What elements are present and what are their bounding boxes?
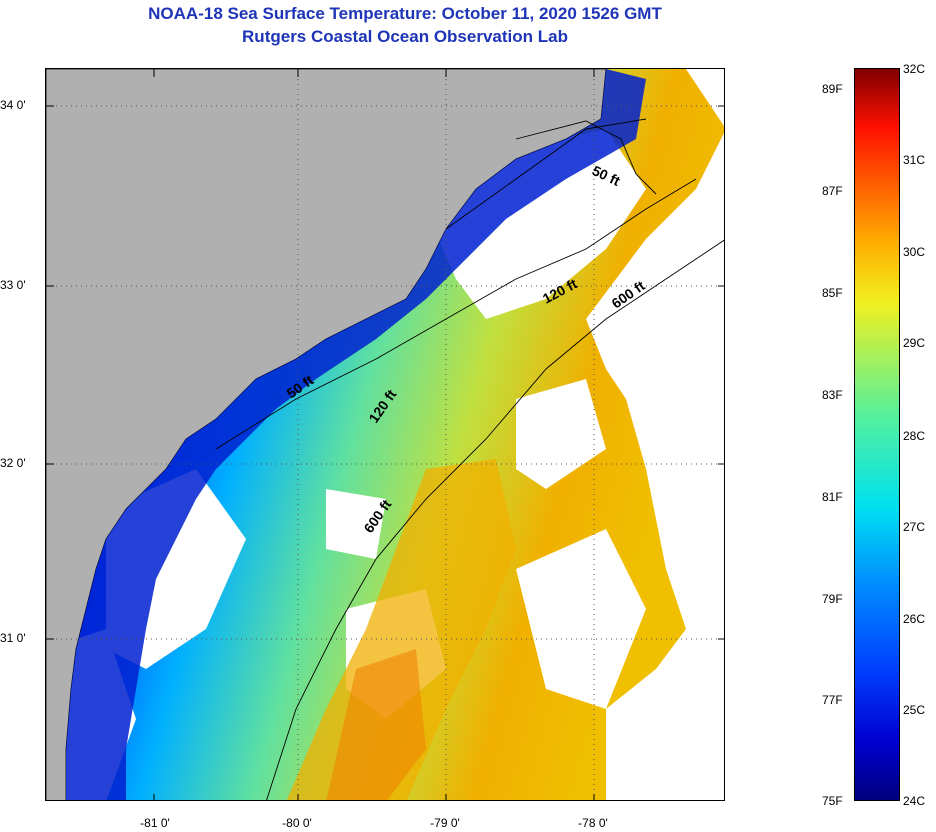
contour-600ft <box>266 239 724 800</box>
temperature-colorbar <box>854 68 900 801</box>
coastal-cold-band <box>66 69 646 800</box>
contour-50ft <box>445 118 647 230</box>
colorbar-f-75: 75F <box>822 794 843 808</box>
sst-map: 50 ft 50 ft 120 ft 120 ft 600 ft 600 ft <box>45 68 725 801</box>
map-subtitle: Rutgers Coastal Ocean Observation Lab <box>242 27 568 46</box>
lon-label-80: -80 0' <box>282 816 312 830</box>
map-title: NOAA-18 Sea Surface Temperature: October… <box>148 4 662 23</box>
colorbar-c-26: 26C <box>903 612 926 626</box>
colorbar-f-77: 77F <box>822 693 843 707</box>
lon-label-79: -79 0' <box>430 816 460 830</box>
lat-label-32: 32 0' <box>0 456 26 470</box>
graticule <box>46 69 724 800</box>
lat-label-33: 33 0' <box>0 278 26 292</box>
colorbar-c-27: 27C <box>903 520 926 534</box>
lon-label-81: -81 0' <box>140 816 170 830</box>
lat-label-31: 31 0' <box>0 631 26 645</box>
colorbar-f-85: 85F <box>822 286 843 300</box>
contour-120ft <box>215 178 697 450</box>
colorbar-f-89: 89F <box>822 82 843 96</box>
colorbar-f-83: 83F <box>822 388 843 402</box>
frame-ticks <box>46 69 724 800</box>
colorbar-c-31: 31C <box>903 153 926 167</box>
warmest-patch <box>326 649 426 800</box>
contour-50ft-north <box>515 120 657 195</box>
gulf-stream-warm-core <box>286 459 516 800</box>
colorbar-c-30: 30C <box>903 245 926 259</box>
colorbar-f-87: 87F <box>822 184 843 198</box>
colorbar-f-79: 79F <box>822 592 843 606</box>
depth-contours <box>215 118 724 800</box>
colorbar-c-28: 28C <box>903 429 926 443</box>
colorbar-c-29: 29C <box>903 336 926 350</box>
lon-label-78: -78 0' <box>578 816 608 830</box>
lat-label-34: 34 0' <box>0 98 26 112</box>
colorbar-c-32: 32C <box>903 62 926 76</box>
colorbar-f-81: 81F <box>822 490 843 504</box>
colorbar-c-25: 25C <box>903 703 926 717</box>
sst-map-svg: 50 ft 50 ft 120 ft 120 ft 600 ft 600 ft <box>46 69 724 800</box>
colorbar-c-24: 24C <box>903 794 926 808</box>
